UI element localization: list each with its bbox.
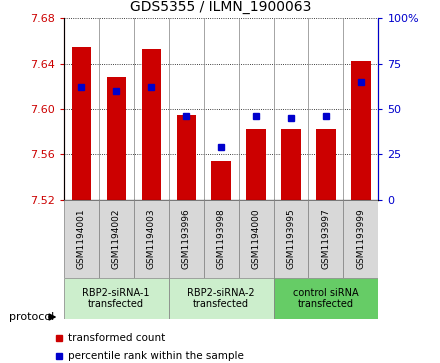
Text: GSM1193999: GSM1193999 xyxy=(356,208,366,269)
Bar xyxy=(308,200,344,278)
Bar xyxy=(204,200,238,278)
Bar xyxy=(344,200,378,278)
Bar xyxy=(176,115,196,200)
Bar xyxy=(246,129,266,200)
Text: GSM1194000: GSM1194000 xyxy=(252,208,260,269)
Bar xyxy=(238,200,274,278)
Bar xyxy=(64,278,169,319)
Text: GSM1194001: GSM1194001 xyxy=(77,208,86,269)
Text: GSM1193998: GSM1193998 xyxy=(216,208,226,269)
Bar xyxy=(169,278,274,319)
Bar xyxy=(274,278,378,319)
Text: protocol: protocol xyxy=(9,312,54,322)
Text: GSM1193997: GSM1193997 xyxy=(322,208,330,269)
Bar xyxy=(142,49,161,200)
Bar xyxy=(99,200,134,278)
Bar xyxy=(64,200,99,278)
Bar xyxy=(134,200,169,278)
Title: GDS5355 / ILMN_1900063: GDS5355 / ILMN_1900063 xyxy=(130,0,312,15)
Bar xyxy=(106,77,126,200)
Text: GSM1193995: GSM1193995 xyxy=(286,208,296,269)
Text: control siRNA
transfected: control siRNA transfected xyxy=(293,288,359,309)
Bar xyxy=(282,129,301,200)
Text: GSM1193996: GSM1193996 xyxy=(182,208,191,269)
Text: percentile rank within the sample: percentile rank within the sample xyxy=(68,351,244,361)
Bar xyxy=(316,129,336,200)
Bar xyxy=(212,161,231,200)
Text: GSM1194002: GSM1194002 xyxy=(112,208,121,269)
Bar xyxy=(351,61,370,200)
Bar xyxy=(72,46,91,200)
Bar xyxy=(274,200,308,278)
Bar xyxy=(169,200,204,278)
Text: RBP2-siRNA-1
transfected: RBP2-siRNA-1 transfected xyxy=(82,288,150,309)
Text: transformed count: transformed count xyxy=(68,333,165,343)
Text: GSM1194003: GSM1194003 xyxy=(147,208,156,269)
Text: RBP2-siRNA-2
transfected: RBP2-siRNA-2 transfected xyxy=(187,288,255,309)
